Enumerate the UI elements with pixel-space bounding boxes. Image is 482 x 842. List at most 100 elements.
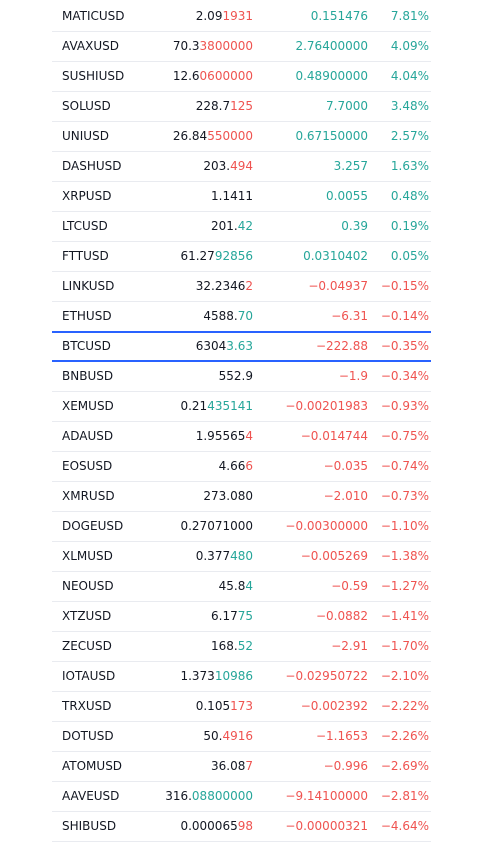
last-price-tick: 2: [245, 279, 253, 293]
last-price-tick: 3.63: [226, 339, 253, 353]
last-price: 0.21435141: [180, 392, 253, 421]
price-change: −0.02950722: [285, 669, 368, 683]
price-change: 0.0055: [326, 189, 368, 203]
last-price-base: 0.000065: [180, 819, 238, 833]
last-price-tick: 4916: [222, 729, 253, 743]
symbol-label: SOLUSD: [62, 99, 111, 113]
watchlist-row-aaveusd[interactable]: AAVEUSD 316.08800000 −9.14100000 −2.81%: [52, 782, 431, 812]
watchlist-row-dogeusd[interactable]: DOGEUSD 0.27071000 −0.00300000 −1.10%: [52, 512, 431, 542]
last-price-tick: 0600000: [199, 69, 253, 83]
last-price-base: 273.080: [203, 489, 253, 503]
watchlist-row-neousd[interactable]: NEOUSD 45.84 −0.59 −1.27%: [52, 572, 431, 602]
last-price: 316.08800000: [165, 782, 253, 811]
watchlist-row-xtzusd[interactable]: XTZUSD 6.1775 −0.0882 −1.41%: [52, 602, 431, 632]
symbol-label: AAVEUSD: [62, 789, 120, 803]
symbol-label: DASHUSD: [62, 159, 122, 173]
watchlist-row-dotusd[interactable]: DOTUSD 50.4916 −1.1653 −2.26%: [52, 722, 431, 752]
price-change-percent: −1.27%: [380, 579, 429, 593]
price-change: 2.76400000: [295, 39, 368, 53]
last-price-tick: 10986: [214, 669, 253, 683]
price-change-percent: −0.15%: [380, 279, 429, 293]
last-price-base: 0.377: [195, 549, 231, 563]
watchlist-row-ethusd[interactable]: ETHUSD 4588.70 −6.31 −0.14%: [52, 302, 431, 332]
price-change: −9.14100000: [285, 789, 368, 803]
last-price-tick: 70: [237, 309, 253, 323]
symbol-label: SUSHIUSD: [62, 69, 125, 83]
last-price-tick: 08800000: [191, 789, 253, 803]
last-price: 203.494: [203, 152, 253, 181]
last-price: 12.60600000: [173, 62, 253, 91]
last-price-base: 0.105: [195, 699, 231, 713]
last-price-tick: 480: [230, 549, 253, 563]
price-change-percent: −0.93%: [380, 399, 429, 413]
watchlist-row-xmrusd[interactable]: XMRUSD 273.080 −2.010 −0.73%: [52, 482, 431, 512]
last-price-tick: 52: [237, 639, 253, 653]
symbol-label: DOTUSD: [62, 729, 114, 743]
watchlist-row-btcusd[interactable]: BTCUSD 63043.63 −222.88 −0.35%: [52, 331, 431, 362]
last-price: 0.00006598: [180, 812, 253, 841]
watchlist-row-uniusd[interactable]: UNIUSD 26.84550000 0.67150000 2.57%: [52, 122, 431, 152]
symbol-label: EOSUSD: [62, 459, 113, 473]
last-price: 1.955654: [196, 422, 253, 451]
last-price-base: 36.08: [211, 759, 246, 773]
last-price-tick: 7: [245, 759, 253, 773]
price-change: −0.04937: [308, 279, 368, 293]
watchlist-row-iotausd[interactable]: IOTAUSD 1.37310986 −0.02950722 −2.10%: [52, 662, 431, 692]
symbol-label: TRXUSD: [62, 699, 112, 713]
watchlist-row-ltcusd[interactable]: LTCUSD 201.42 0.39 0.19%: [52, 212, 431, 242]
watchlist-row-eosusd[interactable]: EOSUSD 4.666 −0.035 −0.74%: [52, 452, 431, 482]
last-price-base: 50.: [203, 729, 223, 743]
symbol-label: BTCUSD: [62, 339, 111, 353]
watchlist-row-atomusd[interactable]: ATOMUSD 36.087 −0.996 −2.69%: [52, 752, 431, 782]
price-change: −0.002392: [300, 699, 368, 713]
price-change: −0.014744: [300, 429, 368, 443]
watchlist-row-linkusd[interactable]: LINKUSD 32.23462 −0.04937 −0.15%: [52, 272, 431, 302]
last-price-tick: 98: [237, 819, 253, 833]
watchlist-row-fttusd[interactable]: FTTUSD 61.2792856 0.0310402 0.05%: [52, 242, 431, 272]
price-change: 0.48900000: [295, 69, 368, 83]
watchlist-row-sushiusd[interactable]: SUSHIUSD 12.60600000 0.48900000 4.04%: [52, 62, 431, 92]
last-price: 552.9: [219, 362, 253, 391]
last-price: 36.087: [211, 752, 253, 781]
last-price-base: 4588.: [203, 309, 238, 323]
last-price-tick: 4: [245, 579, 253, 593]
watchlist-row-xlmusd[interactable]: XLMUSD 0.377480 −0.005269 −1.38%: [52, 542, 431, 572]
symbol-label: LTCUSD: [62, 219, 108, 233]
last-price-base: 316.: [165, 789, 192, 803]
watchlist-row-adausd[interactable]: ADAUSD 1.955654 −0.014744 −0.75%: [52, 422, 431, 452]
last-price-tick: 42: [237, 219, 253, 233]
last-price-base: 1.1411: [211, 189, 253, 203]
watchlist-row-zecusd[interactable]: ZECUSD 168.52 −2.91 −1.70%: [52, 632, 431, 662]
last-price: 168.52: [211, 632, 253, 661]
symbol-label: UNIUSD: [62, 129, 109, 143]
price-change: 0.0310402: [303, 249, 368, 263]
last-price-tick: 75: [237, 609, 253, 623]
last-price-base: 168.: [211, 639, 238, 653]
watchlist-row-xrpusd[interactable]: XRPUSD 1.1411 0.0055 0.48%: [52, 182, 431, 212]
price-change-percent: −2.69%: [380, 759, 429, 773]
watchlist-row-dashusd[interactable]: DASHUSD 203.494 3.257 1.63%: [52, 152, 431, 182]
symbol-label: ETHUSD: [62, 309, 112, 323]
watchlist: MATICUSD 2.091931 0.151476 7.81% AVAXUSD 70.3…: [52, 2, 431, 842]
last-price-base: 552.9: [218, 369, 253, 383]
price-change: −222.88: [315, 339, 368, 353]
price-change: −0.035: [323, 459, 368, 473]
watchlist-row-avaxusd[interactable]: AVAXUSD 70.33800000 2.76400000 4.09%: [52, 32, 431, 62]
price-change: −2.91: [331, 639, 368, 653]
last-price-tick: 494: [230, 159, 253, 173]
symbol-label: MATICUSD: [62, 9, 125, 23]
watchlist-row-trxusd[interactable]: TRXUSD 0.105173 −0.002392 −2.22%: [52, 692, 431, 722]
last-price-base: 61.27: [180, 249, 215, 263]
last-price-tick: 1931: [222, 9, 253, 23]
price-change-percent: −2.10%: [380, 669, 429, 683]
watchlist-row-solusd[interactable]: SOLUSD 228.7125 7.7000 3.48%: [52, 92, 431, 122]
price-change-percent: 0.48%: [390, 189, 429, 203]
price-change-percent: 2.57%: [390, 129, 429, 143]
watchlist-row-shibusd[interactable]: SHIBUSD 0.00006598 −0.00000321 −4.64%: [52, 812, 431, 842]
symbol-label: XRPUSD: [62, 189, 112, 203]
watchlist-row-maticusd[interactable]: MATICUSD 2.091931 0.151476 7.81%: [52, 2, 431, 32]
watchlist-row-bnbusd[interactable]: BNBUSD 552.9 −1.9 −0.34%: [52, 362, 431, 392]
watchlist-row-xemusd[interactable]: XEMUSD 0.21435141 −0.00201983 −0.93%: [52, 392, 431, 422]
price-change-percent: −0.75%: [380, 429, 429, 443]
last-price-base: 2.09: [195, 9, 223, 23]
